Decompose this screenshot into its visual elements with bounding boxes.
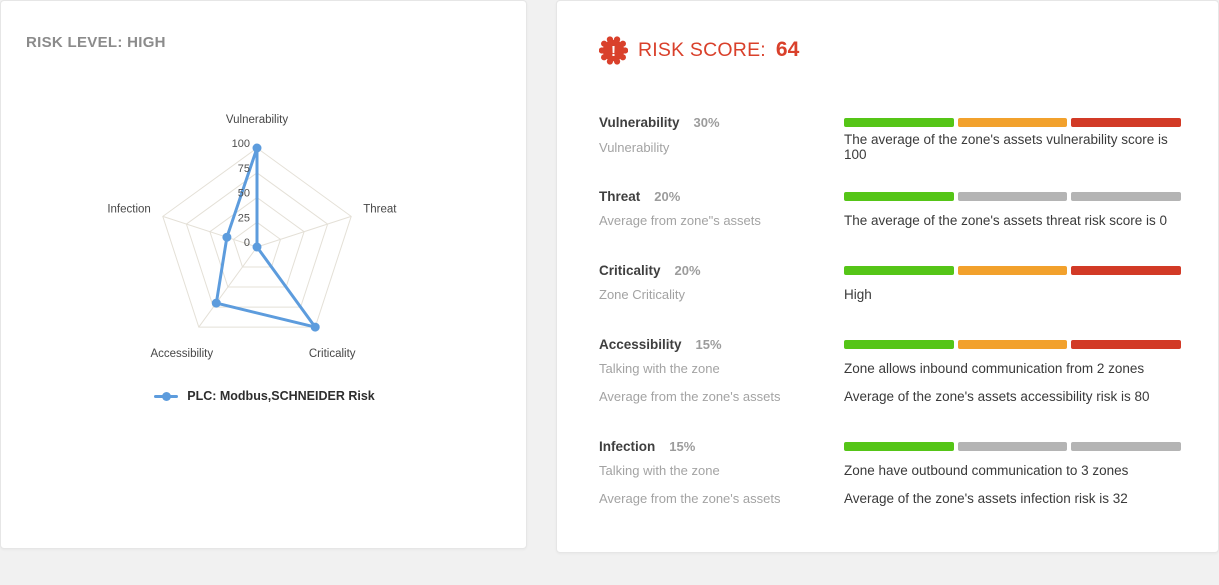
risk-factor-row: Accessibility 15% Talking with the zone … <box>599 334 1182 410</box>
severity-segment-red <box>1071 265 1182 275</box>
risk-score-card: ! RISK SCORE: 64 Vulnerability 30% Vulne… <box>556 0 1219 553</box>
severity-segment-green <box>844 441 954 451</box>
factor-detail-text: Zone allows inbound communication from 2… <box>844 360 1145 376</box>
severity-segment-green <box>844 117 954 127</box>
severity-segment-orange <box>957 265 1068 275</box>
severity-segment-gray <box>1071 441 1182 451</box>
svg-text:Infection: Infection <box>107 203 150 215</box>
risk-level-card: RISK LEVEL: HIGH 0 25 50 75 100 Vulnerability… <box>0 0 527 549</box>
risk-factor-row: Criticality 20% Zone Criticality High <box>599 260 1182 308</box>
radar-chart-svg: 0 25 50 75 100 Vulnerability Threat Criticality… <box>107 114 397 360</box>
severity-segment-green <box>844 191 954 201</box>
risk-factor-row: Threat 20% Average from zone"s assets Th… <box>599 186 1182 234</box>
svg-text:!: ! <box>611 43 616 60</box>
risk-factor-row: Vulnerability 30% Vulnerability The aver… <box>599 112 1182 162</box>
factor-name: Infection <box>599 438 656 454</box>
factor-detail-text: The average of the zone's assets vulnera… <box>844 132 1168 162</box>
severity-segment-gray <box>957 191 1068 201</box>
chart-legend: PLC: Modbus,SCHNEIDER Risk <box>9 389 520 403</box>
svg-text:Vulnerability: Vulnerability <box>226 114 288 126</box>
factor-detail-label: Vulnerability <box>599 139 670 155</box>
svg-text:0: 0 <box>244 237 250 249</box>
factor-detail-text: Zone have outbound communication to 3 zo… <box>844 462 1129 478</box>
legend-series-label: PLC: Modbus,SCHNEIDER Risk <box>187 389 375 403</box>
factor-weight: 15% <box>695 336 722 352</box>
radar-chart: 0 25 50 75 100 Vulnerability Threat Criticality… <box>1 1 528 381</box>
factor-detail-label: Average from the zone's assets <box>599 490 781 506</box>
factor-detail-text: The average of the zone's assets threat … <box>844 212 1167 228</box>
svg-text:50: 50 <box>238 188 250 200</box>
factor-name: Criticality <box>599 262 661 278</box>
risk-level-title: RISK LEVEL: HIGH <box>26 34 166 51</box>
legend-item[interactable]: PLC: Modbus,SCHNEIDER Risk <box>154 389 375 403</box>
factor-severity-bar <box>844 117 1182 127</box>
factor-name: Vulnerability <box>599 114 680 130</box>
factor-detail-label: Average from zone"s assets <box>599 212 761 228</box>
factor-name: Accessibility <box>599 336 682 352</box>
svg-text:Accessibility: Accessibility <box>150 348 213 360</box>
factor-detail-label: Talking with the zone <box>599 462 720 478</box>
factor-severity-bar <box>844 265 1182 275</box>
svg-text:Threat: Threat <box>363 203 397 215</box>
risk-score-label: RISK SCORE: <box>638 38 766 61</box>
factor-weight: 20% <box>654 188 681 204</box>
risk-factor-row: Infection 15% Talking with the zone Zone… <box>599 436 1182 512</box>
svg-text:25: 25 <box>238 212 250 224</box>
factor-detail-text: High <box>844 286 872 302</box>
severity-segment-red <box>1071 117 1182 127</box>
factor-severity-bar <box>844 339 1182 349</box>
factor-detail-label: Talking with the zone <box>599 360 720 376</box>
factor-name: Threat <box>599 188 641 204</box>
severity-segment-orange <box>957 117 1068 127</box>
legend-series-marker-icon <box>154 391 179 401</box>
factor-detail-label: Zone Criticality <box>599 286 685 302</box>
risk-score-value: 64 <box>775 38 800 61</box>
svg-text:100: 100 <box>232 138 250 150</box>
factor-severity-bar <box>844 191 1182 201</box>
svg-text:Criticality: Criticality <box>309 348 356 360</box>
factor-weight: 20% <box>674 262 701 278</box>
risk-factor-list: Vulnerability 30% Vulnerability The aver… <box>599 112 1182 512</box>
severity-segment-green <box>844 265 954 275</box>
severity-segment-red <box>1071 339 1182 349</box>
severity-segment-gray <box>1071 191 1182 201</box>
risk-badge-icon: ! <box>599 35 628 65</box>
factor-severity-bar <box>844 441 1182 451</box>
svg-text:75: 75 <box>238 163 250 175</box>
severity-segment-green <box>844 339 954 349</box>
factor-detail-text: Average of the zone's assets accessibili… <box>844 388 1150 404</box>
factor-detail-text: Average of the zone's assets infection r… <box>844 490 1128 506</box>
risk-score-header: ! RISK SCORE: 64 <box>599 35 1218 65</box>
factor-weight: 15% <box>669 438 696 454</box>
factor-weight: 30% <box>693 114 720 130</box>
severity-segment-orange <box>957 339 1068 349</box>
severity-segment-gray <box>957 441 1068 451</box>
factor-detail-label: Average from the zone's assets <box>599 388 781 404</box>
